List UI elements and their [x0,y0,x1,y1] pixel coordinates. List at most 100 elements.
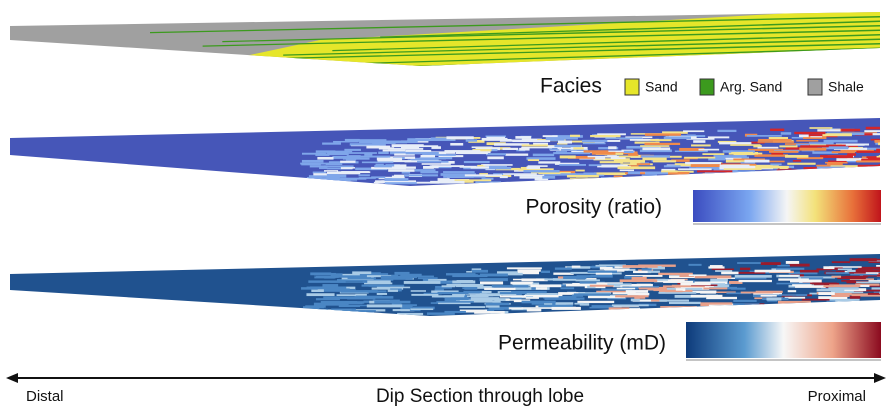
streak [344,312,374,314]
streak [560,173,590,175]
streak [308,184,339,186]
streak [338,275,371,277]
streak [826,272,850,274]
streak [316,298,340,300]
streak [471,297,500,300]
streak [872,287,888,289]
streak [311,289,324,292]
streak [758,139,792,141]
streak [856,281,883,283]
streak [719,142,751,144]
streak [733,303,759,305]
streak [374,301,410,304]
streak [735,275,772,278]
streak [795,285,826,288]
streak [628,171,640,174]
streak [730,144,760,146]
streak [362,314,380,316]
streak [611,157,626,159]
streak [841,129,860,132]
streak [612,304,649,306]
streak [554,145,581,147]
streak [361,156,391,158]
streak [823,266,834,269]
streak [818,292,834,295]
streak [466,139,477,141]
streak [683,130,704,132]
streak [642,158,666,161]
streak [384,178,408,181]
streak [560,155,576,158]
streak [521,278,547,281]
streak [597,133,626,135]
streak [881,138,888,140]
streak [615,295,649,297]
streak [486,139,511,141]
streak [678,168,712,170]
streak [407,138,429,141]
streak [480,151,491,153]
streak [510,298,522,300]
streak [559,164,586,166]
streak [640,145,669,147]
streak [837,276,865,279]
streak [405,150,431,152]
streak [864,130,888,132]
streak [438,292,469,294]
porosity-colorbar [693,190,881,222]
streak [841,280,855,282]
facies-title: Facies [540,75,602,98]
streak [518,307,555,309]
streak [645,133,681,135]
streak [362,161,393,163]
streak [740,268,750,270]
dip-arrow [6,373,886,383]
streak [747,135,782,137]
streak [555,302,573,305]
streak [340,161,355,163]
streak [388,169,414,172]
streak [572,266,581,268]
streak [769,151,798,153]
streak [459,306,485,308]
streak [868,166,888,168]
streak [385,182,417,184]
streak [333,141,359,143]
streak [642,175,657,177]
streak [758,141,794,143]
streak [794,132,825,134]
streak [366,146,390,149]
streak [604,268,630,270]
streak [446,136,473,139]
streak [799,148,826,151]
streak [850,274,877,276]
streak [444,150,480,152]
streak [626,290,648,293]
streak [352,311,366,313]
streak [717,130,736,132]
streak [422,163,451,165]
streak [781,132,791,135]
legend-swatch [700,79,714,95]
streak [714,155,747,157]
streak [684,157,715,159]
streak [620,170,634,172]
streak [319,167,341,169]
streak [708,174,741,177]
streak [392,166,416,168]
streak [721,272,738,275]
streak [650,139,671,141]
streak [881,162,888,165]
streak [771,153,783,155]
legend-swatch [625,79,639,95]
streak [642,147,670,150]
streak [322,143,341,145]
streak [406,152,439,154]
streak [302,309,328,311]
streak [388,148,423,150]
streak [343,158,355,160]
streak [859,285,870,287]
streak [512,140,550,142]
streak [383,150,406,152]
streak [710,279,728,282]
